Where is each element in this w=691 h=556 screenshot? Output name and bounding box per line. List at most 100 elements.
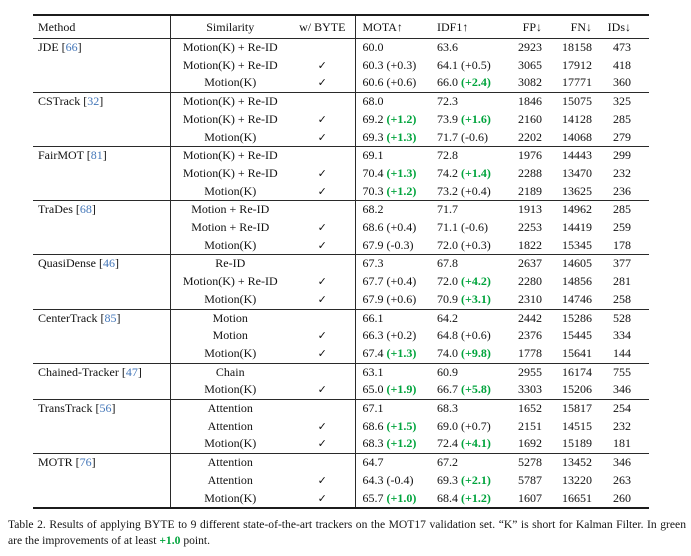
- improvement-delta: (+1.3): [383, 129, 417, 144]
- ids-cell: 299: [592, 146, 649, 165]
- ids-cell: 259: [613, 220, 631, 235]
- ids-cell: 285: [613, 111, 631, 126]
- mota-cell: 69.1: [355, 146, 430, 165]
- fn-cell: 17771: [562, 75, 592, 90]
- table-row: CenterTrack [85] Motion 66.1 64.2 2442 15286 5…: [33, 308, 649, 328]
- method-cell: [33, 435, 171, 454]
- fn-cell: 14605: [542, 254, 592, 274]
- method-cell: MOTR [76]: [33, 453, 171, 472]
- similarity-cell: Motion(K) + Re-ID: [170, 92, 290, 111]
- ids-cell: 281: [613, 274, 631, 289]
- improvement-delta: (+1.2): [383, 183, 417, 198]
- byte-cell: ✓: [290, 290, 356, 310]
- improvement-delta: (+1.2): [383, 111, 417, 126]
- mota-cell: 68.6 (+1.5): [362, 418, 417, 433]
- table-row: Motion(K) ✓ 68.3 (+1.2) 72.4 (+4.1) 1692 1518…: [33, 435, 649, 454]
- citation-link[interactable]: 85: [104, 310, 117, 325]
- similarity-cell: Motion(K): [204, 436, 257, 451]
- fp-cell: 2310: [518, 291, 542, 306]
- improvement-delta: (+1.2): [458, 490, 491, 505]
- checkmark-icon: ✓: [317, 346, 327, 360]
- similarity-cell: Motion(K): [204, 75, 257, 90]
- fn-cell: 18158: [562, 40, 592, 54]
- column-header-fp: FP↓: [505, 15, 542, 39]
- citation-link[interactable]: 32: [87, 94, 100, 109]
- byte-cell: ✓: [290, 164, 356, 183]
- table-row: Motion(K) + Re-ID ✓ 60.3 (+0.3) 64.1 (+0.5)…: [33, 56, 649, 75]
- method-cell: CSTrack [32]: [33, 92, 171, 111]
- checkmark-icon: ✓: [317, 130, 327, 144]
- ids-cell: 360: [613, 75, 631, 90]
- table-row: Attention ✓ 68.6 (+1.5) 69.0 (+0.7) 2151 1451…: [33, 417, 649, 436]
- similarity-cell: Motion: [212, 328, 248, 343]
- table-row: Motion(K) ✓ 65.0 (+1.9) 66.7 (+5.8) 3303 1520…: [33, 381, 649, 400]
- fn-cell: 13220: [562, 472, 592, 487]
- checkmark-icon: ✓: [317, 329, 327, 343]
- method-cell: QuasiDense [46]: [33, 254, 171, 274]
- delta: (+0.7): [458, 418, 491, 433]
- citation-link[interactable]: 81: [90, 148, 103, 163]
- delta: (+0.4): [383, 274, 417, 289]
- idf1-cell: 63.6: [437, 40, 458, 54]
- citation-link[interactable]: 68: [79, 202, 92, 217]
- checkmark-icon: ✓: [317, 238, 327, 252]
- checkmark-icon: ✓: [317, 76, 327, 90]
- idf1-cell: 72.4 (+4.1): [437, 436, 491, 451]
- citation-link[interactable]: 76: [79, 455, 92, 470]
- idf1-cell: 69.3 (+2.1): [437, 472, 491, 487]
- column-header-fn: FN↓: [542, 15, 592, 39]
- ids-cell: 346: [592, 453, 649, 472]
- delta: (+0.6): [383, 291, 417, 306]
- similarity-cell: Attention: [207, 418, 253, 433]
- similarity-cell: Motion(K): [204, 345, 257, 360]
- citation-link[interactable]: 56: [99, 401, 112, 416]
- mota-cell: 60.6 (+0.6): [362, 75, 417, 90]
- idf1-cell: 72.0 (+0.3): [437, 237, 491, 252]
- table-row: CSTrack [32] Motion(K) + Re-ID 68.0 72.3 184…: [33, 92, 649, 111]
- method-name: TraDes [: [38, 202, 80, 217]
- byte-cell: [290, 254, 356, 274]
- checkmark-icon: ✓: [317, 166, 327, 180]
- improvement-delta: (+2.1): [458, 472, 491, 487]
- method-cell: [33, 236, 171, 255]
- citation-link[interactable]: 46: [102, 256, 115, 271]
- fn-cell: 13452: [542, 453, 592, 472]
- improvement-delta: (+2.4): [458, 75, 491, 90]
- ids-cell: 528: [592, 308, 649, 328]
- mota-cell: 66.3 (+0.2): [362, 328, 417, 343]
- fp-cell: 5278: [505, 453, 542, 472]
- checkmark-icon: ✓: [317, 437, 327, 451]
- byte-cell: ✓: [290, 489, 356, 509]
- byte-cell: [290, 362, 356, 382]
- fn-cell: 16651: [562, 490, 592, 505]
- byte-cell: ✓: [290, 417, 356, 436]
- idf1-cell: 64.2: [430, 308, 505, 328]
- fp-cell: 3065: [518, 57, 542, 72]
- method-name: TransTrack [: [38, 401, 100, 416]
- mota-cell: 64.7: [355, 453, 430, 472]
- citation-link[interactable]: 66: [65, 40, 78, 54]
- fn-cell: 14128: [562, 111, 592, 126]
- mota-cell: 68.2: [355, 200, 430, 220]
- table-row: Motion(K) ✓ 67.9 (-0.3) 72.0 (+0.3) 1822 1534…: [33, 236, 649, 255]
- table-header: Method Similarity w/ BYTE MOTA↑ IDF1↑ FP…: [33, 15, 649, 39]
- idf1-cell: 71.1 (-0.6): [437, 220, 488, 235]
- similarity-cell: Motion(K): [204, 237, 257, 252]
- fn-cell: 15206: [562, 382, 592, 397]
- delta: (+0.3): [383, 57, 417, 72]
- idf1-cell: 74.0 (+9.8): [437, 345, 491, 360]
- method-cell: [33, 327, 171, 345]
- ids-cell: 263: [613, 472, 631, 487]
- mota-cell: 63.1: [355, 362, 430, 382]
- citation-link[interactable]: 47: [125, 364, 138, 379]
- method-cell: [33, 219, 171, 237]
- idf1-cell: 72.3: [430, 92, 505, 111]
- table-row: Motion(K) ✓ 69.3 (+1.3) 71.7 (-0.6) 2202 1406…: [33, 128, 649, 147]
- method-cell: [33, 344, 171, 364]
- fp-cell: 2923: [518, 40, 542, 54]
- idf1-cell: 66.7 (+5.8): [437, 382, 491, 397]
- fn-cell: 15286: [542, 308, 592, 328]
- similarity-cell: Motion(K) + Re-ID: [182, 57, 278, 72]
- fp-cell: 2160: [518, 111, 542, 126]
